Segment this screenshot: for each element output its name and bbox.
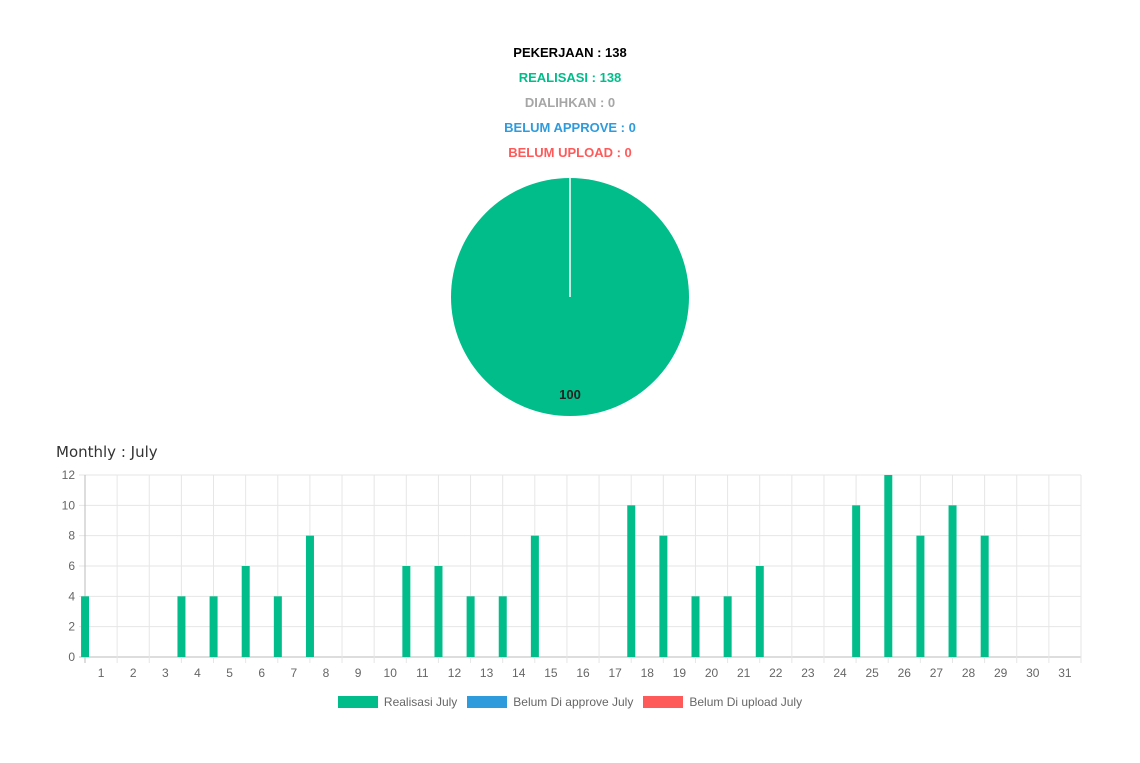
realisasi-count: REALISASI : 138 <box>518 70 622 85</box>
x-tick-label: 22 <box>769 666 783 680</box>
x-tick-label: 21 <box>737 666 751 680</box>
pekerjaan-count: PEKERJAAN : 138 <box>513 45 627 60</box>
bar-realisasi-july[interactable] <box>755 566 764 657</box>
legend-label-belum-approve: Belum Di approve July <box>513 695 634 709</box>
bar-realisasi-july[interactable] <box>466 596 475 657</box>
x-tick-label: 31 <box>1058 666 1072 680</box>
bar-realisasi-july[interactable] <box>627 505 636 657</box>
x-tick-label: 23 <box>801 666 815 680</box>
x-tick-label: 25 <box>865 666 879 680</box>
bar-realisasi-july[interactable] <box>402 566 411 657</box>
x-tick-label: 27 <box>930 666 944 680</box>
x-tick-label: 4 <box>194 666 201 680</box>
x-tick-label: 17 <box>608 666 622 680</box>
x-tick-label: 8 <box>323 666 330 680</box>
y-tick-label: 6 <box>68 559 75 573</box>
y-tick-label: 4 <box>68 589 75 603</box>
legend-swatch-belum-approve <box>467 696 508 708</box>
pie-chart: 100 <box>451 178 689 416</box>
bar-realisasi-july[interactable] <box>980 535 989 657</box>
x-tick-label: 15 <box>544 666 558 680</box>
y-tick-label: 0 <box>68 650 75 664</box>
dialihkan-count: DIALIHKAN : 0 <box>524 95 616 110</box>
bar-realisasi-july[interactable] <box>177 596 186 657</box>
bar-realisasi-july[interactable] <box>273 596 282 657</box>
x-tick-label: 2 <box>130 666 137 680</box>
x-tick-label: 14 <box>512 666 526 680</box>
monthly-title: Monthly : July <box>56 443 158 461</box>
x-tick-label: 16 <box>576 666 590 680</box>
bar-realisasi-july[interactable] <box>659 535 668 657</box>
bar-realisasi-july[interactable] <box>209 596 218 657</box>
x-tick-label: 11 <box>416 666 429 680</box>
bar-realisasi-july[interactable] <box>434 566 443 657</box>
summary-panel: PEKERJAAN : 138 REALISASI : 138 DIALIHKA… <box>0 42 1140 167</box>
x-tick-label: 7 <box>290 666 297 680</box>
x-tick-label: 29 <box>994 666 1008 680</box>
bar-realisasi-july[interactable] <box>916 535 925 657</box>
x-tick-label: 13 <box>480 666 494 680</box>
legend-item-belum-upload[interactable]: Belum Di upload July <box>643 695 802 709</box>
x-tick-label: 26 <box>898 666 912 680</box>
y-tick-label: 12 <box>62 468 76 482</box>
bar-realisasi-july[interactable] <box>691 596 700 657</box>
x-tick-label: 6 <box>258 666 265 680</box>
legend-swatch-belum-upload <box>643 696 684 708</box>
y-tick-label: 2 <box>68 620 75 634</box>
belum-approve-count: BELUM APPROVE : 0 <box>504 120 636 135</box>
bar-realisasi-july[interactable] <box>948 505 957 657</box>
x-tick-label: 3 <box>162 666 169 680</box>
x-tick-label: 20 <box>705 666 719 680</box>
x-tick-label: 28 <box>962 666 976 680</box>
x-tick-label: 9 <box>355 666 362 680</box>
legend-label-realisasi: Realisasi July <box>383 695 458 709</box>
bar-realisasi-july[interactable] <box>81 596 90 657</box>
bar-realisasi-july[interactable] <box>498 596 507 657</box>
pie-data-label: 100 <box>559 387 581 402</box>
x-tick-label: 10 <box>384 666 398 680</box>
y-tick-label: 10 <box>62 498 76 512</box>
bar-realisasi-july[interactable] <box>884 475 893 657</box>
legend-item-realisasi[interactable]: Realisasi July <box>337 695 458 709</box>
bar-realisasi-july[interactable] <box>305 535 314 657</box>
x-tick-label: 30 <box>1026 666 1040 680</box>
bar-realisasi-july[interactable] <box>241 566 250 657</box>
x-tick-label: 19 <box>673 666 687 680</box>
legend-item-belum-approve[interactable]: Belum Di approve July <box>467 695 633 709</box>
bar-realisasi-july[interactable] <box>852 505 861 657</box>
x-tick-label: 24 <box>833 666 847 680</box>
legend-label-belum-upload: Belum Di upload July <box>689 695 803 709</box>
chart-legend: Realisasi July Belum Di approve July Bel… <box>0 695 1140 709</box>
legend-swatch-realisasi <box>337 696 378 708</box>
bar-realisasi-july[interactable] <box>530 535 539 657</box>
x-tick-label: 5 <box>226 666 233 680</box>
x-tick-label: 1 <box>98 666 105 680</box>
belum-upload-count: BELUM UPLOAD : 0 <box>508 145 632 160</box>
x-tick-label: 12 <box>448 666 462 680</box>
bar-realisasi-july[interactable] <box>723 596 732 657</box>
y-tick-label: 8 <box>68 529 75 543</box>
x-tick-label: 18 <box>641 666 655 680</box>
